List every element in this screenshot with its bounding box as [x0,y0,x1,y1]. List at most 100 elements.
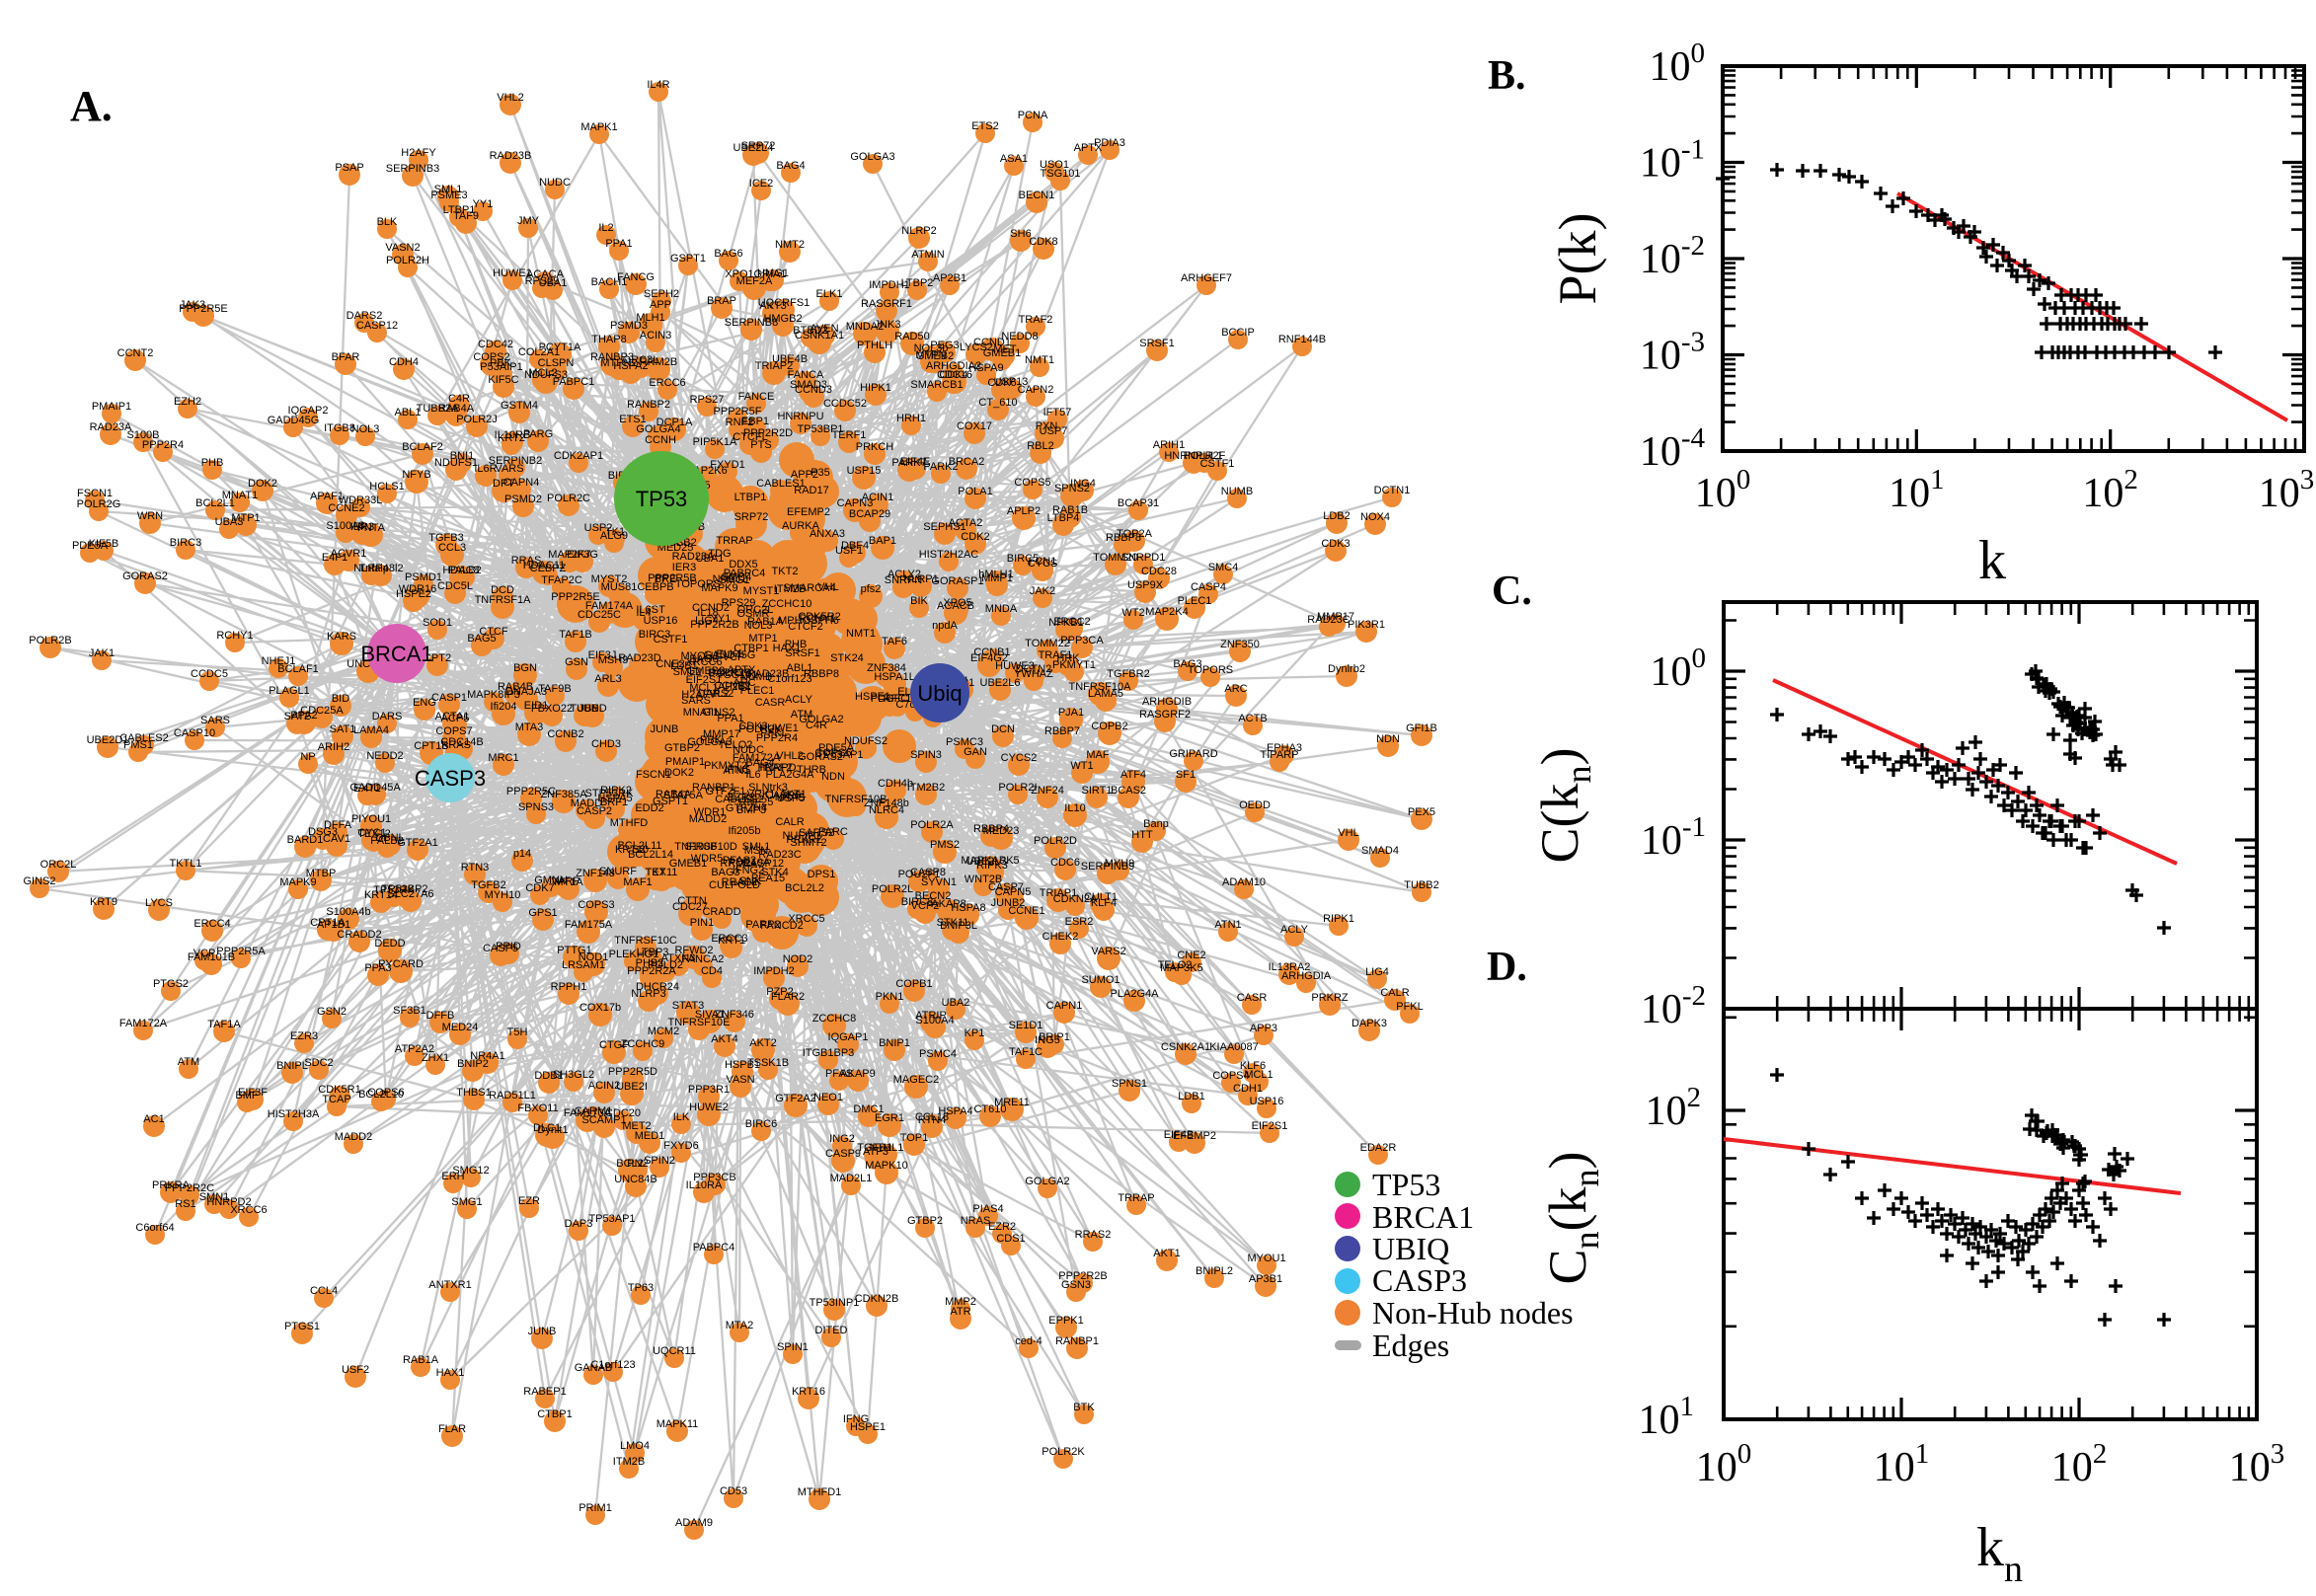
svg-text:ARHGEF7: ARHGEF7 [1181,272,1232,284]
svg-text:S100A4: S100A4 [915,1015,954,1026]
svg-text:SERPINB2: SERPINB2 [489,455,542,467]
svg-text:PSMC4: PSMC4 [919,1048,957,1060]
svg-text:EZR: EZR [518,1195,540,1207]
svg-text:RANBP1: RANBP1 [1055,1335,1099,1347]
svg-text:PZP2: PZP2 [766,986,794,998]
svg-text:CDK3: CDK3 [738,721,767,732]
svg-text:MAP2K4: MAP2K4 [1145,606,1188,618]
svg-text:ACTA1: ACTA1 [435,711,470,722]
svg-text:DDX5: DDX5 [729,559,757,570]
svg-text:PTGS2: PTGS2 [153,978,189,990]
svg-text:MTA3: MTA3 [515,722,544,733]
svg-text:HAX1: HAX1 [436,1367,465,1379]
svg-text:BNI1: BNI1 [450,450,474,462]
svg-text:SEPH2: SEPH2 [644,288,679,300]
svg-text:GSPT1: GSPT1 [670,253,706,265]
svg-text:NEDD8: NEDD8 [1001,331,1038,342]
svg-text:AURKA: AURKA [782,520,820,532]
svg-text:USP9X: USP9X [1127,579,1164,591]
svg-text:HIST2H2AC: HIST2H2AC [919,549,979,561]
svg-text:IL2: IL2 [598,222,613,234]
svg-text:BCAP29: BCAP29 [849,508,890,520]
svg-text:PPP2R2B: PPP2R2B [690,619,739,631]
svg-text:GOLGA2: GOLGA2 [1025,1176,1069,1187]
svg-text:CDC6: CDC6 [1050,857,1080,869]
svg-text:GPS1: GPS1 [528,907,557,919]
svg-text:HSPA8: HSPA8 [951,902,985,914]
svg-text:KIAA0087: KIAA0087 [1209,1041,1259,1053]
svg-text:MYST2: MYST2 [591,573,628,585]
svg-text:TRAF2: TRAF2 [1019,314,1053,326]
svg-text:TNFRSF10D: TNFRSF10D [674,841,737,853]
svg-text:RAD23D: RAD23D [618,652,660,664]
svg-text:SRP72: SRP72 [734,511,769,523]
svg-text:HRH1: HRH1 [896,413,926,424]
svg-text:RBBP8: RBBP8 [1106,532,1141,544]
svg-text:ARHGDIB: ARHGDIB [1142,696,1192,708]
svg-text:EFEMP2: EFEMP2 [787,506,830,518]
svg-text:TAF1B: TAF1B [559,629,591,641]
svg-text:TP53: TP53 [1372,1167,1440,1202]
svg-text:THRB: THRB [797,764,826,776]
svg-text:pfs2: pfs2 [861,583,882,595]
svg-text:CEBPZ: CEBPZ [530,563,567,574]
svg-text:TP53AP1: TP53AP1 [588,1213,635,1225]
svg-text:XRCC5: XRCC5 [788,913,824,925]
svg-text:NOD2: NOD2 [783,953,813,965]
svg-text:CDC28: CDC28 [1141,566,1177,577]
svg-text:CCNB2: CCNB2 [547,728,583,740]
svg-text:COPS3: COPS3 [578,899,614,911]
svg-text:MCL1: MCL1 [1244,1069,1273,1081]
svg-text:BNIPL2: BNIPL2 [1196,1265,1233,1277]
svg-text:NFYB: NFYB [402,469,430,481]
svg-text:PPP2R2D: PPP2R2D [743,427,793,439]
svg-text:BFAR: BFAR [332,351,360,363]
svg-text:H2AFY: H2AFY [401,147,436,159]
svg-text:SMG1: SMG1 [451,1196,482,1208]
svg-text:SPNS3: SPNS3 [518,801,554,813]
svg-text:DCN: DCN [991,723,1015,735]
svg-text:MTP1: MTP1 [231,512,260,524]
svg-text:TGFBR2: TGFBR2 [1107,668,1149,680]
svg-text:ZNF24: ZNF24 [1031,785,1064,797]
svg-text:PSMD3: PSMD3 [610,320,648,332]
svg-text:TAF1C: TAF1C [1009,1046,1042,1058]
svg-text:TELO2: TELO2 [719,739,753,751]
svg-text:USF2: USF2 [342,1364,369,1376]
svg-text:MMP2: MMP2 [945,1296,976,1308]
svg-text:GTBP2: GTBP2 [664,742,700,754]
svg-text:ATM: ATM [178,1056,199,1068]
svg-text:VHL2: VHL2 [497,92,524,104]
svg-text:USF1: USF1 [835,545,863,557]
svg-text:SARS: SARS [200,715,230,726]
svg-text:LIG4: LIG4 [1365,966,1389,978]
svg-text:KRT9: KRT9 [90,896,117,908]
svg-text:POLR2H: POLR2H [386,255,429,266]
svg-text:TRIAP1: TRIAP1 [1040,887,1078,899]
svg-text:MTHFD: MTHFD [610,817,649,829]
svg-text:COX17b: COX17b [579,1002,621,1014]
svg-text:NOL3: NOL3 [351,423,380,435]
svg-text:T5H: T5H [507,1026,528,1038]
svg-text:AKT1: AKT1 [1153,1248,1181,1259]
svg-text:PFAS: PFAS [825,1068,853,1080]
svg-text:DITED: DITED [815,1325,848,1336]
svg-text:UBIQ: UBIQ [1372,1231,1449,1266]
svg-text:CDH1: CDH1 [1233,1083,1263,1095]
svg-text:LYCS: LYCS [145,897,173,909]
svg-text:TNFRSF1A: TNFRSF1A [475,594,532,606]
svg-text:SERPINB8: SERPINB8 [725,317,778,329]
svg-text:FAM175A: FAM175A [565,919,613,931]
svg-text:DARS: DARS [372,711,403,722]
svg-text:SPIN3: SPIN3 [910,749,942,761]
svg-text:Ifi205b: Ifi205b [728,825,760,837]
svg-text:PIAS4: PIAS4 [972,1203,1003,1215]
svg-text:COPS5: COPS5 [1014,477,1050,489]
svg-text:MAD2L1: MAD2L1 [830,1173,873,1184]
svg-text:SIVA1: SIVA1 [695,1009,725,1021]
svg-text:IL10: IL10 [1064,802,1085,814]
svg-text:PPA2: PPA2 [290,710,317,722]
svg-text:POLR2G: POLR2G [77,498,121,510]
svg-text:MCL1: MCL1 [689,682,718,694]
svg-text:PJA1: PJA1 [1058,707,1084,719]
